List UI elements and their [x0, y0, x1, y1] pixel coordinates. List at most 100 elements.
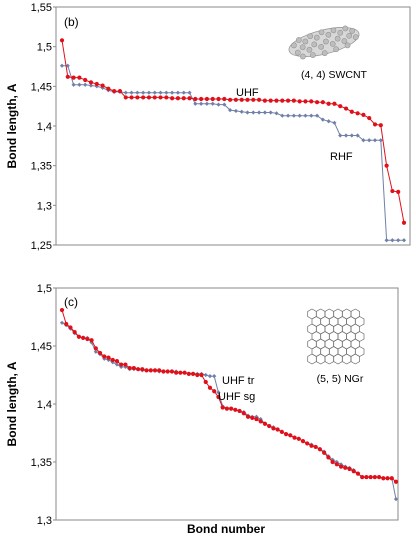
- data-point: [361, 112, 366, 117]
- data-point: [141, 95, 146, 100]
- data-point: [297, 113, 302, 118]
- data-point: [100, 83, 105, 88]
- y-tick-label: 1,4: [37, 121, 52, 133]
- y-tick-label: 1,35: [31, 161, 52, 173]
- data-point: [385, 476, 390, 481]
- data-point: [222, 102, 227, 107]
- data-point: [220, 405, 225, 410]
- data-point: [193, 96, 198, 102]
- data-point: [262, 98, 267, 103]
- data-point: [94, 84, 99, 89]
- data-point: [89, 338, 94, 343]
- lattice-hexagon: [350, 353, 360, 365]
- data-point: [251, 97, 256, 102]
- data-point: [338, 464, 344, 469]
- data-point: [332, 120, 337, 125]
- y-tick-label: 1,3: [37, 515, 52, 527]
- data-point: [144, 368, 149, 373]
- data-point: [204, 96, 210, 102]
- data-point: [314, 113, 320, 118]
- data-point: [135, 90, 140, 95]
- data-point: [175, 96, 181, 101]
- data-point: [245, 110, 250, 115]
- data-point: [165, 369, 170, 374]
- data-point: [186, 371, 191, 376]
- data-point: [364, 474, 369, 480]
- data-point: [123, 362, 128, 367]
- data-point: [338, 133, 343, 138]
- data-point: [207, 385, 213, 390]
- data-point: [285, 98, 291, 103]
- data-point: [309, 443, 314, 448]
- data-point: [309, 99, 314, 104]
- data-point: [136, 367, 141, 372]
- data-point: [280, 113, 285, 118]
- data-point: [212, 389, 217, 394]
- data-point: [338, 104, 343, 109]
- data-point: [280, 98, 285, 103]
- y-tick-label: 1,3: [37, 200, 52, 212]
- data-point: [268, 98, 273, 103]
- data-point: [157, 368, 162, 373]
- data-point: [256, 110, 262, 115]
- data-point: [322, 450, 327, 455]
- data-point: [131, 365, 136, 371]
- annotation-rhf: RHF: [330, 151, 353, 163]
- data-point: [71, 75, 76, 80]
- data-point: [110, 357, 115, 363]
- data-point: [88, 83, 94, 88]
- data-point: [204, 101, 210, 106]
- data-point: [228, 97, 233, 102]
- data-point: [343, 106, 349, 111]
- chart-panel-b: (b) Bond length, A 1,25 1,3 1,35 1,4 1,45 1,5…: [0, 0, 416, 270]
- data-point: [203, 379, 208, 385]
- data-point: [141, 90, 146, 95]
- data-point: [127, 365, 132, 371]
- data-point: [178, 370, 183, 375]
- y-tick-label: 1,45: [31, 341, 52, 353]
- data-point: [123, 95, 128, 100]
- data-point: [164, 90, 169, 95]
- data-point: [326, 455, 331, 460]
- annotation-uhf-sg: UHF sg: [218, 391, 255, 403]
- y-tick-label: 1,45: [31, 81, 52, 93]
- data-point: [320, 117, 325, 122]
- data-point: [71, 82, 76, 87]
- data-point: [65, 74, 70, 79]
- data-point: [274, 98, 279, 103]
- data-point: [245, 97, 250, 102]
- x-axis-label-c: Bond number: [187, 522, 265, 536]
- annotation-uhf: UHF: [236, 87, 259, 99]
- data-point: [378, 138, 383, 143]
- chart-panel-c: (c) Bond length, A Bond number 1,3 1,35 1,…: [0, 274, 416, 550]
- data-point: [393, 479, 399, 484]
- data-point: [384, 163, 389, 168]
- data-point: [81, 335, 86, 340]
- y-ticks-b: 1,25 1,3 1,35 1,4 1,45 1,5 1,55: [31, 2, 56, 252]
- data-point: [351, 469, 356, 474]
- data-point: [228, 108, 233, 113]
- data-point: [241, 411, 246, 416]
- ngr-inset-image: [307, 308, 365, 365]
- data-point: [175, 90, 181, 95]
- data-point: [355, 471, 361, 476]
- annotation-uhf-tr: UHF tr: [222, 375, 255, 387]
- data-point: [129, 95, 134, 100]
- data-point: [251, 110, 256, 115]
- data-point: [203, 372, 208, 378]
- data-point: [332, 101, 337, 106]
- data-point: [210, 101, 215, 106]
- data-point: [267, 423, 272, 429]
- data-point: [181, 90, 186, 95]
- y-tick-label: 1,35: [31, 457, 52, 469]
- data-point: [59, 38, 65, 43]
- data-point: [367, 138, 372, 143]
- data-point: [182, 370, 187, 375]
- data-point: [114, 362, 120, 367]
- series-group-c: [59, 307, 399, 502]
- data-point: [59, 307, 65, 313]
- data-point: [174, 370, 179, 375]
- data-point: [309, 113, 314, 118]
- data-point: [330, 459, 335, 465]
- data-point: [233, 407, 238, 412]
